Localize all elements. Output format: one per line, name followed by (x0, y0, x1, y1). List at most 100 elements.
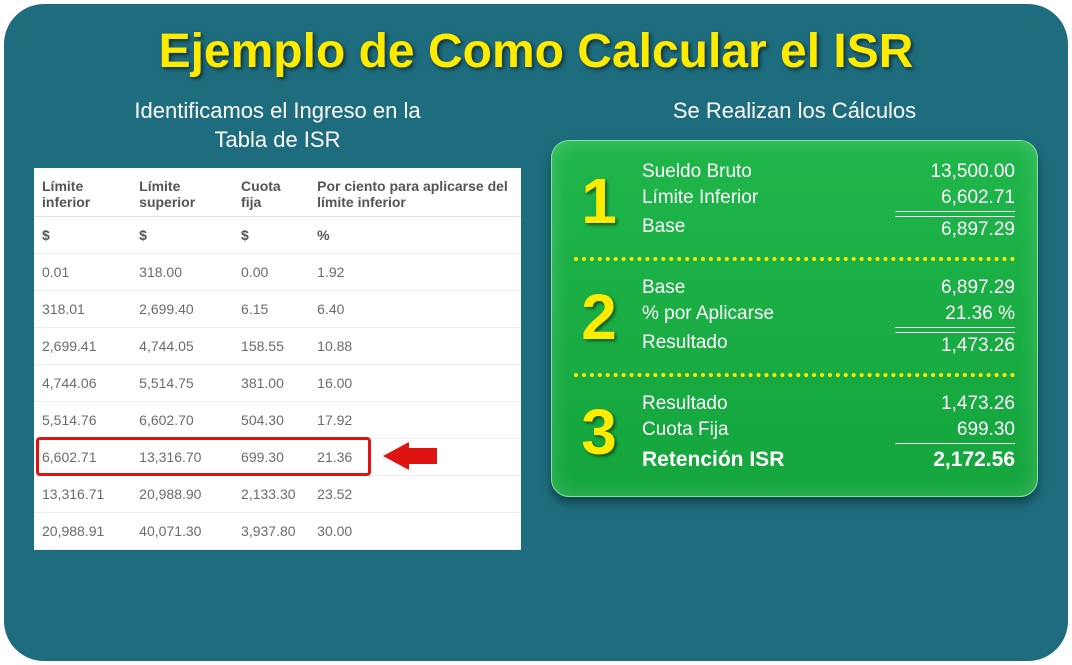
step-rows: Base6,897.29% por Aplicarse21.36 %Result… (642, 275, 1015, 359)
calc-label: Cuota Fija (642, 419, 729, 444)
calc-row: Cuota Fija 699.30 (642, 417, 1015, 446)
table-row: 20,988.9140,071.303,937.8030.00 (34, 513, 521, 550)
calc-label: Base (642, 277, 685, 299)
calc-value: 1,473.26 (895, 332, 1015, 357)
col-limite-inferior: Límite inferior (34, 168, 131, 217)
left-heading: Identificamos el Ingreso en la Tabla de … (34, 97, 521, 154)
right-heading: Se Realizan los Cálculos (551, 97, 1038, 126)
calc-label: Resultado (642, 393, 728, 415)
calc-step: 2Base6,897.29% por Aplicarse21.36 %Resul… (574, 275, 1015, 359)
table-cell: 0.00 (233, 254, 309, 291)
table-cell: 6,602.71 (34, 439, 131, 476)
col-porcentaje: Por ciento para aplicarse del límite inf… (309, 168, 521, 217)
unit-cell: $ (34, 217, 131, 254)
calc-row: Sueldo Bruto 13,500.00 (642, 159, 1015, 185)
table-cell: 4,744.06 (34, 365, 131, 402)
calc-value: 2,172.56 (895, 448, 1015, 472)
calc-panel: 1 Sueldo Bruto 13,500.00 Límite Inferior 6,6… (551, 140, 1038, 497)
left-heading-line2: Tabla de ISR (215, 127, 341, 152)
calc-row: % por Aplicarse 21.36 % (642, 301, 1015, 330)
calc-label: Retención ISR (642, 448, 784, 472)
table-row: 4,744.065,514.75381.0016.00 (34, 365, 521, 402)
table-cell: 504.30 (233, 402, 309, 439)
table-cell: 699.30 (233, 439, 309, 476)
table-cell: 6,602.70 (131, 402, 233, 439)
calc-row: Resultado 1,473.26 (642, 330, 1015, 359)
table-cell: 6.40 (309, 291, 521, 328)
table-cell: 30.00 (309, 513, 521, 550)
table-row: 318.012,699.406.156.40 (34, 291, 521, 328)
table-cell: 6.15 (233, 291, 309, 328)
left-column: Identificamos el Ingreso en la Tabla de … (34, 97, 521, 550)
table-header-row: Límite inferior Límite superior Cuota fi… (34, 168, 521, 217)
calc-value: 6,602.71 (895, 187, 1015, 212)
table-wrap: Límite inferior Límite superior Cuota fi… (34, 168, 521, 550)
table-cell: 20,988.90 (131, 476, 233, 513)
unit-cell: % (309, 217, 521, 254)
table-cell: 2,699.41 (34, 328, 131, 365)
col-cuota-fija: Cuota fija (233, 168, 309, 217)
calc-value: 6,897.29 (895, 216, 1015, 241)
arrow-body (409, 448, 437, 464)
page-title: Ejemplo de Como Calcular el ISR (34, 24, 1038, 79)
table-row: 5,514.766,602.70504.3017.92 (34, 402, 521, 439)
step-rows: Sueldo Bruto 13,500.00 Límite Inferior 6,60… (642, 159, 1015, 243)
right-column: Se Realizan los Cálculos 1 Sueldo Bruto 13… (551, 97, 1038, 497)
calc-step: 1 Sueldo Bruto 13,500.00 Límite Inferior 6,6… (574, 159, 1015, 243)
table-cell: 4,744.05 (131, 328, 233, 365)
calc-value: 21.36 % (895, 303, 1015, 328)
calc-label: Sueldo Bruto (642, 161, 752, 183)
table-row: 6,602.7113,316.70699.3021.36 (34, 439, 521, 476)
step-number: 2 (574, 285, 624, 349)
calc-row: Límite Inferior 6,602.71 (642, 185, 1015, 214)
table-cell: 13,316.71 (34, 476, 131, 513)
calc-step: 3Resultado1,473.26Cuota Fija699.30Retenc… (574, 391, 1015, 474)
unit-cell: $ (233, 217, 309, 254)
step-number: 3 (574, 400, 624, 464)
table-cell: 1.92 (309, 254, 521, 291)
table-cell: 17.92 (309, 402, 521, 439)
calc-value: 699.30 (895, 419, 1015, 444)
table-cell: 5,514.75 (131, 365, 233, 402)
table-cell: 2,133.30 (233, 476, 309, 513)
table-cell: 318.01 (34, 291, 131, 328)
table-cell: 10.88 (309, 328, 521, 365)
card: Ejemplo de Como Calcular el ISR Identifi… (4, 4, 1068, 661)
calc-row: Base 6,897.29 (642, 214, 1015, 243)
calc-label: % por Aplicarse (642, 303, 774, 328)
table-cell: 381.00 (233, 365, 309, 402)
calc-label: Límite Inferior (642, 187, 758, 212)
step-divider (574, 373, 1015, 377)
table-cell: 0.01 (34, 254, 131, 291)
arrow-head (383, 442, 409, 470)
table-row: 2,699.414,744.05158.5510.88 (34, 328, 521, 365)
columns-container: Identificamos el Ingreso en la Tabla de … (34, 97, 1038, 550)
step-divider (574, 257, 1015, 261)
step-rows: Resultado1,473.26Cuota Fija699.30Retenci… (642, 391, 1015, 474)
arrow-left-icon (383, 442, 437, 470)
calc-row: Base 6,897.29 (642, 275, 1015, 301)
table-units-row: $$$% (34, 217, 521, 254)
isr-table: Límite inferior Límite superior Cuota fi… (34, 168, 521, 550)
calc-label: Resultado (642, 332, 728, 357)
table-cell: 23.52 (309, 476, 521, 513)
step-number: 1 (574, 169, 624, 233)
table-row: 13,316.7120,988.902,133.3023.52 (34, 476, 521, 513)
table-cell: 2,699.40 (131, 291, 233, 328)
table-cell: 20,988.91 (34, 513, 131, 550)
left-heading-line1: Identificamos el Ingreso en la (134, 98, 420, 123)
table-cell: 318.00 (131, 254, 233, 291)
calc-row: Resultado 1,473.26 (642, 391, 1015, 417)
calc-value: 1,473.26 (895, 393, 1015, 415)
table-cell: 5,514.76 (34, 402, 131, 439)
calc-row: Retención ISR 2,172.56 (642, 446, 1015, 474)
calc-value: 6,897.29 (895, 277, 1015, 299)
table-cell: 16.00 (309, 365, 521, 402)
table-row: 0.01318.000.001.92 (34, 254, 521, 291)
table-cell: 158.55 (233, 328, 309, 365)
calc-value: 13,500.00 (895, 161, 1015, 183)
table-cell: 13,316.70 (131, 439, 233, 476)
calc-label: Base (642, 216, 685, 241)
table-cell: 40,071.30 (131, 513, 233, 550)
table-cell: 3,937.80 (233, 513, 309, 550)
